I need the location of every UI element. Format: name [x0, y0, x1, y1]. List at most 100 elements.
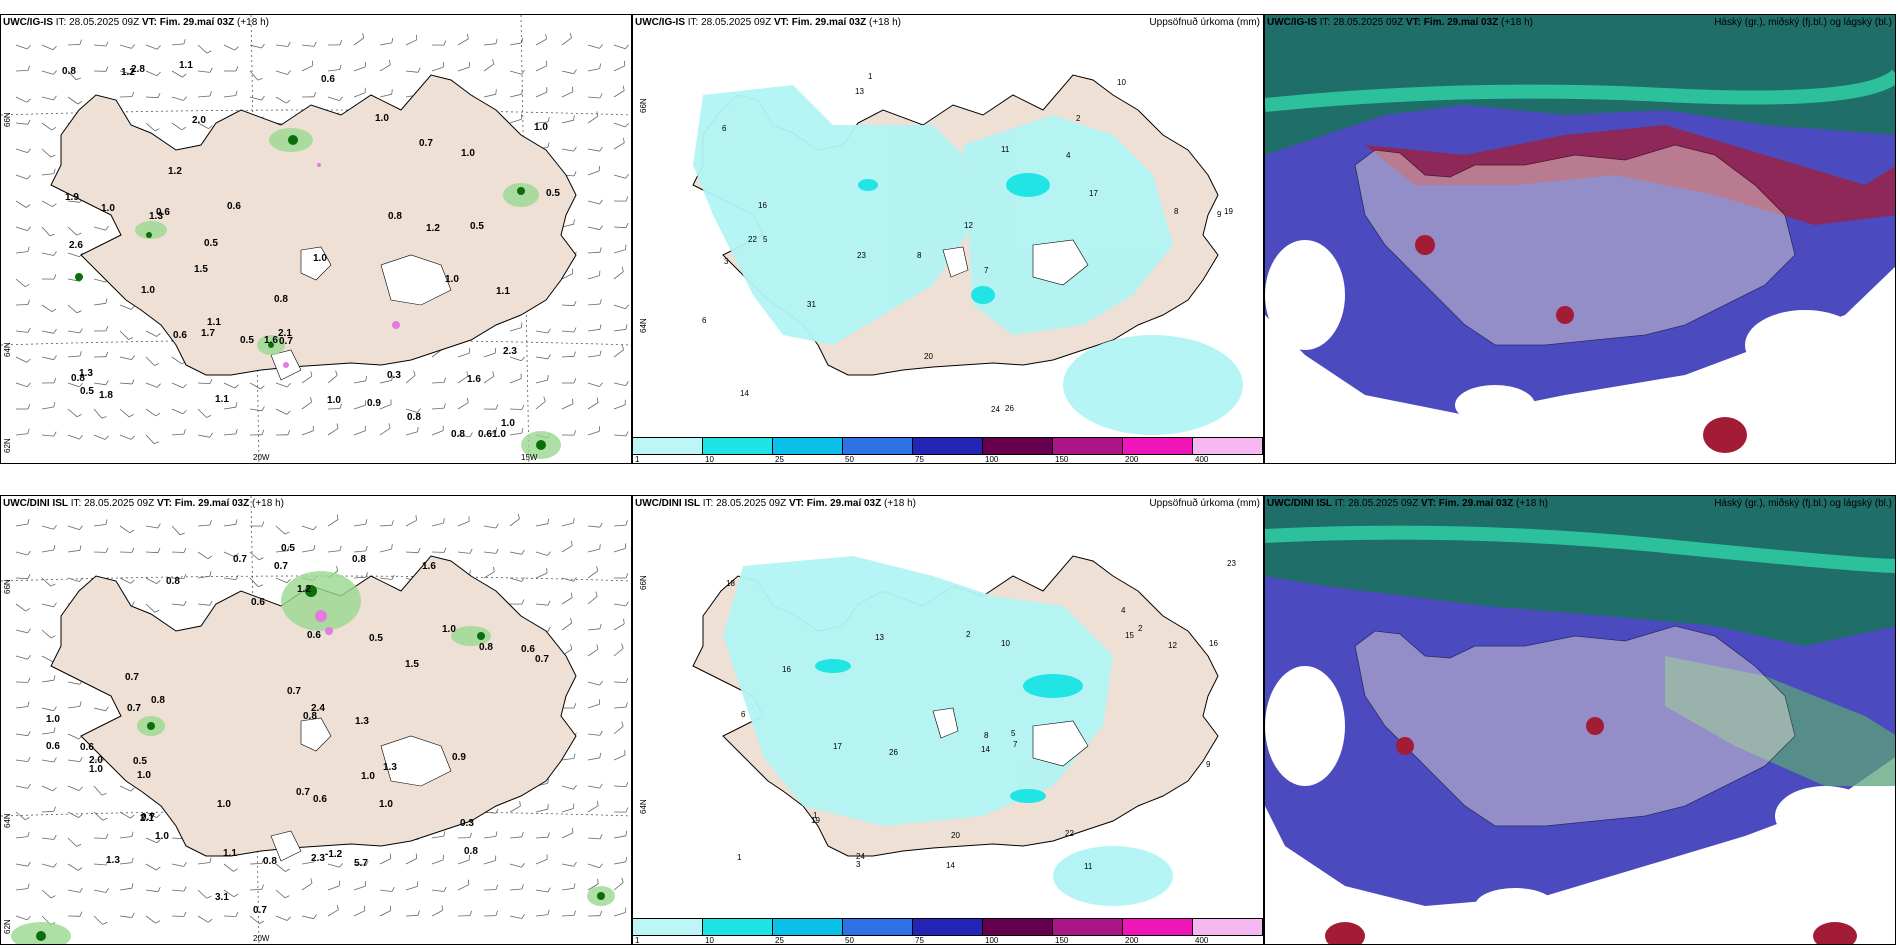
wind-barb [15, 785, 28, 789]
wind-barb [535, 330, 548, 334]
value-label: 22 [748, 235, 757, 244]
wind-barb-flag [154, 441, 160, 445]
wind-barb-flag [625, 174, 629, 179]
wind-barb [275, 70, 288, 75]
wind-barb [587, 68, 600, 72]
lead-time: (+18 h) [884, 498, 916, 509]
colorbar-label: 75 [915, 936, 924, 945]
wind-barb-flag [599, 680, 603, 686]
colorbar-label: 400 [1195, 455, 1209, 464]
wind-barb [353, 885, 366, 891]
wind-barb [535, 859, 548, 865]
wind-barb [145, 330, 157, 337]
wind-barb-flag [131, 883, 134, 889]
wind-barb-flag [547, 804, 549, 810]
wind-barb-flag [27, 65, 30, 71]
wind-barb [15, 759, 28, 762]
wind-barb-flag [521, 428, 524, 434]
wind-barb [249, 551, 260, 561]
wind-barb-flag [75, 77, 81, 81]
it-label: IT: [687, 17, 699, 28]
wind-barb-flag [443, 547, 447, 553]
colorbar-swatch [703, 919, 773, 935]
lat-label: 66N [639, 98, 648, 113]
wind-barb [613, 861, 626, 865]
value-label: 1.1 [207, 317, 221, 328]
wind-barb-flag [156, 383, 161, 388]
wind-barb [483, 352, 496, 358]
wind-barb-flag [596, 111, 599, 117]
wind-barb-flag [52, 46, 57, 51]
value-label: 6 [741, 710, 746, 719]
wind-barb-flag [286, 410, 291, 415]
wind-barb-flag [206, 415, 212, 418]
wind-barb-flag [105, 888, 109, 893]
wind-barb [535, 914, 548, 917]
model-name: UWC/IG-IS [1267, 17, 1317, 28]
wind-barb [561, 887, 574, 891]
it-value: 28.05.2025 09Z [84, 498, 155, 509]
wind-barb-flag [26, 358, 31, 363]
value-label: 1.3 [355, 716, 369, 727]
wind-barb [119, 330, 129, 340]
value-label: 12 [1168, 641, 1177, 650]
wind-barb [379, 858, 391, 865]
wind-barb [327, 885, 340, 891]
wind-barb [535, 572, 548, 579]
wind-barb [145, 44, 158, 50]
vt-value: Fim. 29.maí 03Z [806, 498, 882, 509]
wind-barb [431, 430, 444, 436]
model-name: UWC/DINI ISL [635, 498, 700, 509]
wind-barb [249, 382, 261, 390]
value-label: 0.8 [303, 711, 317, 722]
wind-barb [67, 252, 80, 258]
wind-barb [15, 603, 26, 612]
lat-label: 66N [3, 112, 12, 127]
wind-barb [405, 886, 418, 891]
wind-barb [41, 759, 54, 763]
wind-barb [405, 551, 419, 554]
value-label: 7 [1013, 740, 1018, 749]
wind-barb-flag [261, 95, 265, 101]
lon-label: 20W [253, 453, 270, 462]
wind-barb [223, 915, 237, 917]
wind-barb [93, 382, 106, 386]
value-label: 0.7 [127, 703, 141, 714]
wind-barb-flag [495, 523, 499, 529]
wind-barb [509, 551, 522, 555]
wind-barb [587, 44, 600, 49]
wind-barb-flag [27, 831, 30, 837]
panel-header: UWC/IG-IS IT: 28.05.2025 09Z VT: Fim. 29… [3, 17, 269, 28]
wind-barb-flag [131, 91, 135, 97]
it-label: IT: [70, 498, 82, 509]
wind-barb [145, 603, 155, 613]
value-label: 1.8 [99, 390, 113, 401]
wind-barb-flag [27, 677, 31, 683]
wind-barb [509, 888, 523, 891]
value-label: 1.5 [194, 264, 208, 275]
value-label: 0.6 [80, 742, 94, 753]
model-name: UWC/IG-IS [3, 17, 53, 28]
wind-barb [587, 355, 600, 358]
wind-barb [561, 522, 574, 527]
value-label: 1.2 [297, 584, 311, 595]
value-label: 0.7 [535, 654, 549, 665]
wind-barb [145, 122, 156, 132]
wind-barb-flag [156, 45, 161, 50]
wind-barb [15, 433, 28, 436]
value-label: 0.5 [240, 335, 254, 346]
value-label: 0.8 [151, 695, 165, 706]
wind-barb-flag [596, 644, 599, 650]
wind-barb [353, 404, 366, 410]
wind-barb-flag [182, 384, 187, 389]
wind-barb-flag [492, 59, 495, 65]
wind-barb [353, 910, 365, 917]
wind-barb-flag [625, 573, 629, 579]
wind-barb [301, 525, 314, 531]
value-label: 1.2 [168, 166, 182, 177]
wind-barb-flag [391, 37, 394, 43]
wind-barb [275, 408, 287, 415]
value-label: 3 [724, 257, 729, 266]
wind-barb [15, 70, 29, 72]
wind-barb [327, 374, 338, 384]
